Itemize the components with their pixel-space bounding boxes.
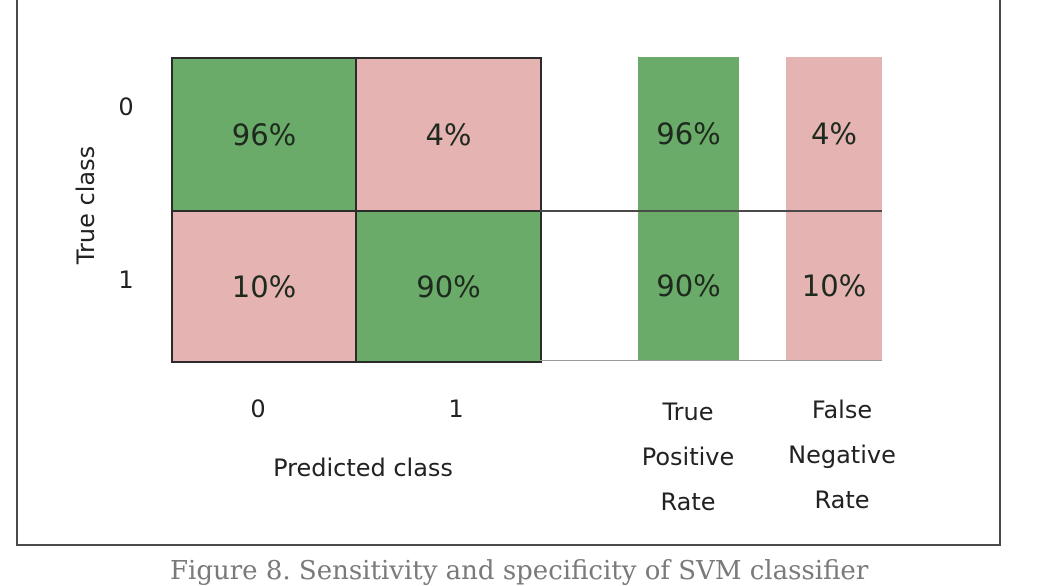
tpr-header-line-2: Positive — [641, 443, 735, 471]
fnr-header: False Negative Rate — [772, 388, 912, 523]
matrix-cell-0-1: 4% — [355, 57, 542, 212]
row-separator-line — [540, 210, 882, 212]
y-axis-label: True class — [72, 145, 100, 265]
tpr-cell-1: 90% — [638, 212, 739, 360]
fnr-header-line-3: Rate — [814, 486, 870, 514]
matrix-cell-0-0: 96% — [171, 57, 357, 212]
fnr-cell-1: 10% — [786, 212, 882, 360]
figure-caption: Figure 8. Sensitivity and specificity of… — [170, 556, 869, 586]
fnr-header-line-1: False — [811, 396, 873, 424]
col-label-0: 0 — [250, 395, 266, 423]
x-axis-label: Predicted class — [273, 454, 453, 482]
col-label-1: 1 — [448, 395, 464, 423]
row-label-1: 1 — [118, 266, 134, 294]
tpr-header-line-3: Rate — [660, 488, 716, 516]
bottom-line — [540, 360, 882, 361]
matrix-cell-1-1: 90% — [355, 210, 542, 363]
tpr-header: True Positive Rate — [618, 390, 758, 525]
tpr-header-line-1: True — [662, 398, 714, 426]
row-label-0: 0 — [118, 93, 134, 121]
matrix-cell-1-0: 10% — [171, 210, 357, 363]
tpr-cell-0: 96% — [638, 57, 739, 210]
fnr-cell-0: 4% — [786, 57, 882, 210]
fnr-header-line-2: Negative — [788, 441, 896, 469]
